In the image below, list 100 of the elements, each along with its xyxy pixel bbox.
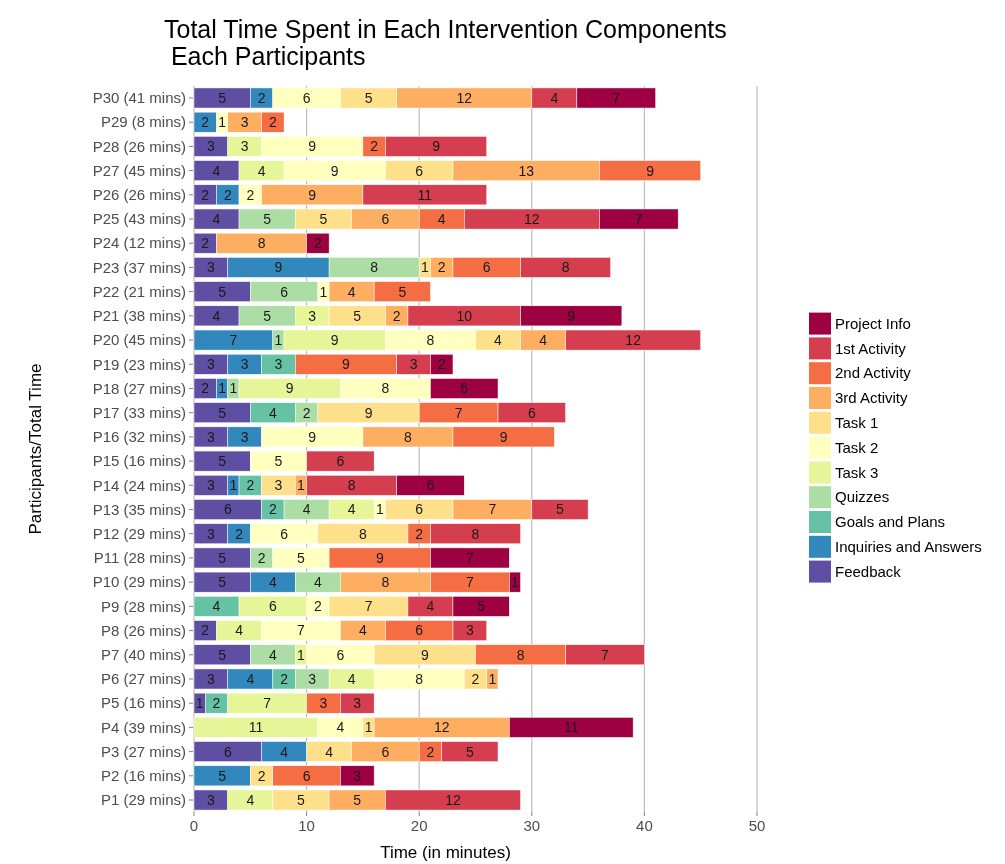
data-label: 5 xyxy=(297,549,306,566)
data-label: 4 xyxy=(212,162,221,179)
data-label: 5 xyxy=(218,453,227,469)
legend-label: 3rd Activity xyxy=(835,389,909,407)
data-label: 7 xyxy=(612,89,621,106)
data-label: 1 xyxy=(488,670,497,687)
data-label: 1 xyxy=(297,646,306,663)
data-label: 6 xyxy=(381,210,390,227)
data-label: 9 xyxy=(420,646,429,663)
data-label: 6 xyxy=(415,162,424,179)
data-label: 5 xyxy=(218,574,227,591)
data-label: 3 xyxy=(353,767,362,784)
data-label: 8 xyxy=(471,525,480,542)
data-label: 7 xyxy=(465,574,474,591)
y-axis-title: Participants/Total Time xyxy=(26,363,45,535)
data-label: 11 xyxy=(563,719,579,736)
legend-label: Project Info xyxy=(835,314,911,332)
data-label: 7 xyxy=(465,549,474,566)
data-label: 6 xyxy=(223,743,232,760)
data-label: 2 xyxy=(437,259,446,276)
data-label: 5 xyxy=(263,210,272,227)
data-label: 3 xyxy=(206,356,215,373)
data-label: 7 xyxy=(601,646,610,663)
data-label: 6 xyxy=(415,622,424,639)
y-tick-label: P30 (41 mins) xyxy=(92,89,186,107)
data-label: 6 xyxy=(336,646,345,663)
data-label: 4 xyxy=(268,404,277,421)
data-label: 3 xyxy=(206,428,215,445)
data-label: 4 xyxy=(268,574,277,591)
data-label: 3 xyxy=(353,695,362,712)
data-label: 4 xyxy=(437,210,446,227)
x-tick-label: 30 xyxy=(523,817,541,834)
x-tick-label: 10 xyxy=(298,817,315,834)
data-label: 2 xyxy=(415,525,424,542)
data-label: 2 xyxy=(268,501,277,518)
data-label: 7 xyxy=(364,598,373,615)
data-label: 8 xyxy=(257,235,266,252)
data-label: 8 xyxy=(347,477,356,494)
data-label: 9 xyxy=(330,162,339,179)
data-label: 1 xyxy=(274,331,283,348)
y-tick-label: P17 (33 mins) xyxy=(92,403,186,421)
chart-title: Total Time Spent in Each Intervention Components Each Participants xyxy=(164,15,727,70)
data-label: 9 xyxy=(567,307,576,324)
y-tick-label: P16 (32 mins) xyxy=(92,428,186,446)
data-label: 8 xyxy=(516,646,525,663)
data-label: 4 xyxy=(212,598,221,615)
data-label: 4 xyxy=(336,719,345,736)
data-label: 6 xyxy=(415,501,424,518)
data-label: 6 xyxy=(302,89,311,106)
data-label: 2 xyxy=(223,186,232,203)
data-label: 8 xyxy=(404,428,413,445)
y-tick-label: P15 (16 mins) xyxy=(92,452,186,470)
data-label: 3 xyxy=(465,622,474,639)
y-tick-label: P2 (16 mins) xyxy=(100,767,186,785)
legend-label: Task 3 xyxy=(835,463,879,481)
data-label: 2 xyxy=(280,670,289,687)
data-label: 5 xyxy=(218,646,227,663)
legend-label: Quizzes xyxy=(835,488,890,506)
x-tick-label: 40 xyxy=(636,817,653,834)
y-tick-label: P29 (8 mins) xyxy=(100,113,186,131)
data-label: 8 xyxy=(381,574,390,591)
y-tick-label: P3 (27 mins) xyxy=(100,742,186,760)
y-tick-label: P20 (45 mins) xyxy=(92,331,186,349)
data-label: 3 xyxy=(206,791,215,808)
data-label: 6 xyxy=(482,259,491,276)
data-label: 8 xyxy=(370,259,379,276)
data-label: 2 xyxy=(257,89,266,106)
data-label: 1 xyxy=(319,283,328,300)
data-label: 2 xyxy=(201,114,210,131)
data-label: 5 xyxy=(364,89,373,106)
data-label: 2 xyxy=(471,670,480,687)
data-label: 8 xyxy=(426,331,435,348)
y-tick-label: P11 (28 mins) xyxy=(93,549,186,567)
data-label: 4 xyxy=(359,622,367,639)
data-label: 2 xyxy=(201,235,210,252)
data-label: 5 xyxy=(465,743,474,760)
data-label: 4 xyxy=(257,162,266,179)
data-label: 4 xyxy=(426,598,435,615)
data-label: 1 xyxy=(375,501,384,518)
data-label: 5 xyxy=(263,307,272,324)
data-label: 2 xyxy=(212,695,221,712)
data-label: 5 xyxy=(353,307,362,324)
data-label: 3 xyxy=(240,356,249,373)
data-label: 4 xyxy=(539,331,548,348)
data-label: 2 xyxy=(201,380,210,397)
data-label: 9 xyxy=(342,356,351,373)
data-label: 3 xyxy=(319,695,328,712)
data-label: 7 xyxy=(634,210,643,227)
data-label: 4 xyxy=(347,501,356,518)
data-label: 3 xyxy=(240,114,249,131)
y-tick-label: P27 (45 mins) xyxy=(92,161,186,179)
data-label: 4 xyxy=(212,307,221,324)
data-label: 4 xyxy=(268,646,277,663)
data-label: 1 xyxy=(511,574,520,591)
data-label: 6 xyxy=(336,453,345,469)
data-label: 2 xyxy=(246,477,255,494)
legend-label: Goals and Plans xyxy=(835,513,946,531)
data-label: 4 xyxy=(325,743,334,760)
data-label: 5 xyxy=(398,283,407,300)
data-label: 6 xyxy=(268,598,277,615)
